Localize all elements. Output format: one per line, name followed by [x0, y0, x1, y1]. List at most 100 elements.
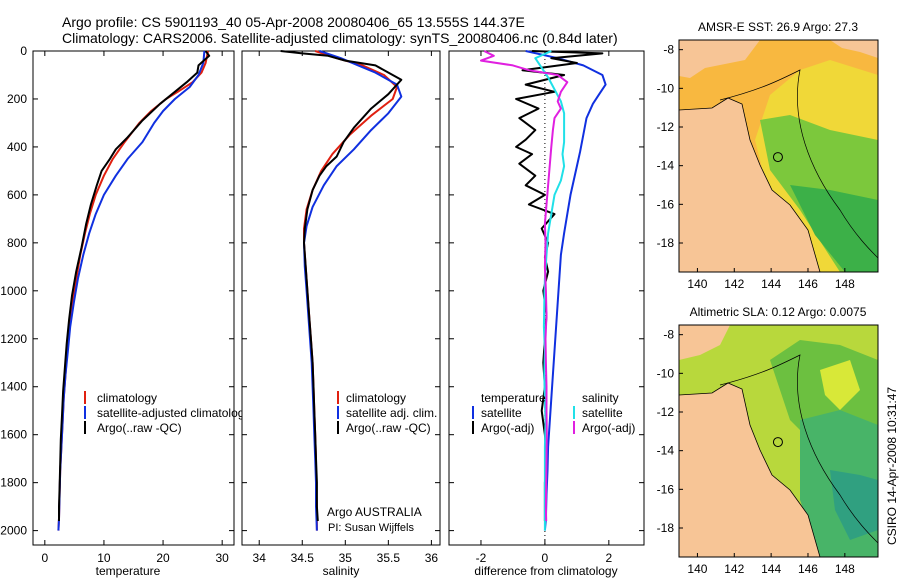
temperature-plot-frame — [32, 50, 235, 546]
depth-tick-label: 600 — [7, 188, 27, 202]
depth-tick-label: 2000 — [0, 524, 27, 538]
temperature-xlabel: temperature — [96, 564, 161, 578]
salinity-plot-frame — [241, 50, 441, 546]
sst-map-lat-tick-label: -12 — [657, 120, 675, 134]
temperature-series-line-2 — [58, 50, 211, 521]
depth-tick-label: 1400 — [0, 380, 27, 394]
sla-dark-teal-area — [830, 470, 878, 540]
sst-map-title: AMSR-E SST: 26.9 Argo: 27.3 — [698, 20, 858, 34]
salinity-xlabel: salinity — [323, 564, 360, 578]
temperature-x-axis: 0 10 20 30 — [41, 51, 229, 565]
sla-map-lon-tick-label: 140 — [687, 562, 707, 576]
sst-land-ne — [830, 40, 878, 58]
depth-tick-label: 1800 — [0, 476, 27, 490]
salinity-annotation-line2: PI: Susan Wijffels — [328, 522, 414, 534]
sst-map-lon-tick-label: 146 — [798, 277, 818, 291]
depth-tick-label: 400 — [7, 140, 27, 154]
difference-x-tick-label: 2 — [605, 551, 612, 565]
difference-series-line-0 — [525, 50, 607, 531]
salinity-x-tick-label: 35 — [339, 551, 353, 565]
sst-map-lon-tick-label: 142 — [724, 277, 744, 291]
depth-tick-label: 1600 — [0, 428, 27, 442]
temperature-y-axis: 0 200 400 600 800 1000 1200 1400 1600 1800 2000 — [0, 44, 234, 538]
sla-map-title: Altimetric SLA: 0.12 Argo: 0.0075 — [690, 305, 867, 319]
sla-land-north — [679, 325, 730, 360]
temperature-series — [57, 50, 211, 531]
temperature-legend: climatology satellite-adjusted climatolo… — [84, 391, 244, 435]
depth-tick-label: 1000 — [0, 284, 27, 298]
sla-map-lat-tick-label: -12 — [657, 405, 675, 419]
salinity-annotation-line1: Argo AUSTRALIA — [327, 505, 422, 519]
difference-legend-sal-satellite: satellite — [582, 406, 623, 420]
sla-map-lat-tick-label: -10 — [657, 366, 675, 380]
difference-xlabel: difference from climatology — [474, 564, 617, 578]
sst-x-axis: 140 142 144 146 148 — [687, 268, 855, 291]
salinity-panel: 34 34.5 35 35.5 36 climatology satellite adj… — [241, 50, 441, 578]
sst-map-lat-tick-label: -16 — [657, 197, 675, 211]
sst-map-lon-tick-label: 148 — [835, 277, 855, 291]
sla-gulf-land-edge — [679, 470, 701, 557]
sst-map-panel: AMSR-E SST: 26.9 Argo: 27.3 140 142 144 146… — [657, 20, 879, 291]
salinity-x-tick-label: 34.5 — [291, 551, 315, 565]
sla-y-axis: -8 -10 -12 -14 -16 -18 — [657, 328, 683, 535]
difference-legend: temperature satellite Argo(-adj) salinit… — [472, 391, 635, 435]
salinity-legend-argo: Argo(..raw -QC) — [346, 421, 431, 435]
difference-series — [480, 50, 607, 531]
sla-map-lat-tick-label: -8 — [663, 328, 674, 342]
sla-map-lon-tick-label: 142 — [724, 562, 744, 576]
sst-map-lat-tick-label: -14 — [657, 159, 675, 173]
temperature-legend-climatology: climatology — [97, 391, 157, 405]
sla-map-lat-tick-label: -18 — [657, 521, 675, 535]
difference-series-line-3 — [480, 50, 569, 522]
figure-title-line2: Climatology: CARS2006. Satellite-adjuste… — [62, 30, 618, 46]
sla-map-lon-tick-label: 146 — [798, 562, 818, 576]
difference-legend-temperature-title: temperature — [481, 391, 546, 405]
figure-credit: CSIRO 14-Apr-2008 10:31:47 — [885, 387, 899, 545]
sla-map-lat-tick-label: -16 — [657, 482, 675, 496]
salinity-x-tick-label: 36 — [425, 551, 439, 565]
difference-legend-temp-satellite: satellite — [481, 406, 522, 420]
difference-panel: -2 0 2 temperature satellite Argo(-adj) sa… — [448, 50, 645, 578]
difference-legend-temp-argo: Argo(-adj) — [481, 421, 534, 435]
sla-cape-york-land — [679, 382, 821, 557]
sla-x-axis: 140 142 144 146 148 — [687, 553, 855, 576]
difference-legend-sal-argo: Argo(-adj) — [582, 421, 635, 435]
sst-map-lon-tick-label: 144 — [761, 277, 781, 291]
sst-map-frame — [678, 39, 879, 273]
difference-x-tick-label: 0 — [542, 551, 549, 565]
temperature-panel: 0 200 400 600 800 1000 1200 1400 1600 1800 2000 0 1… — [0, 44, 244, 578]
sla-map-lon-tick-label: 144 — [761, 562, 781, 576]
sst-reef-contour — [719, 69, 878, 259]
sla-yellow-patch — [820, 360, 860, 410]
temperature-legend-argo: Argo(..raw -QC) — [97, 421, 182, 435]
sst-dark-green-area — [790, 185, 878, 272]
temperature-x-tick-label: 30 — [215, 551, 229, 565]
difference-legend-salinity-title: salinity — [582, 391, 619, 405]
salinity-x-tick-label: 35.5 — [377, 551, 401, 565]
difference-x-axis: -2 0 2 — [476, 51, 612, 565]
salinity-x-axis: 34 34.5 35 35.5 36 — [253, 51, 439, 565]
difference-x-tick-label: -2 — [476, 551, 487, 565]
salinity-legend-satellite: satellite adj. clim. — [346, 406, 437, 420]
sla-map-lon-tick-label: 148 — [835, 562, 855, 576]
temperature-x-tick-label: 10 — [97, 551, 111, 565]
sst-argo-float-marker — [772, 152, 783, 163]
sst-map-lat-tick-label: -8 — [663, 43, 674, 57]
sla-map-lat-tick-label: -14 — [657, 444, 675, 458]
temperature-x-tick-label: 20 — [156, 551, 170, 565]
sst-map-lat-tick-label: -10 — [657, 81, 675, 95]
sst-map-lon-tick-label: 140 — [687, 277, 707, 291]
salinity-legend-climatology: climatology — [346, 391, 406, 405]
salinity-series — [280, 50, 403, 531]
difference-y-ticks — [449, 50, 644, 532]
sst-cape-york-land — [679, 97, 821, 272]
sla-reef-contour — [719, 354, 878, 544]
depth-tick-label: 1200 — [0, 332, 27, 346]
salinity-legend: climatology satellite adj. clim. Argo(..… — [337, 391, 437, 435]
sla-map-panel: Altimetric SLA: 0.12 Argo: 0.0075 140 142… — [657, 305, 879, 576]
salinity-x-tick-label: 34 — [253, 551, 267, 565]
sla-map-frame — [678, 324, 879, 558]
figure-title-line1: Argo profile: CS 5901193_40 05-Apr-2008 … — [62, 14, 525, 30]
sst-land-north — [679, 40, 760, 78]
